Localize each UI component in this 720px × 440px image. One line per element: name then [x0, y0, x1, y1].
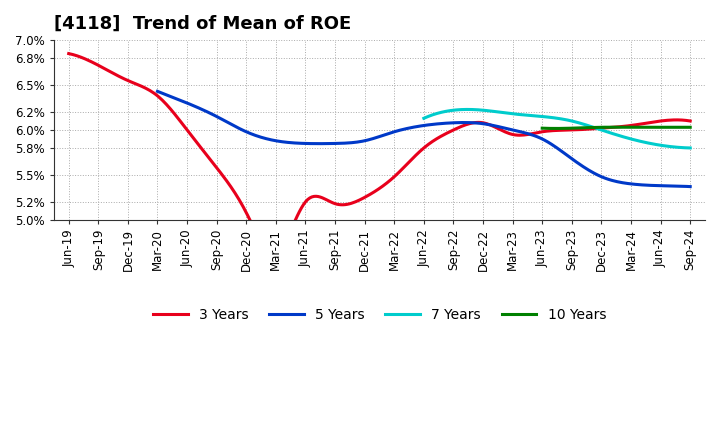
5 Years: [155, 89, 163, 95]
5 Years: [686, 184, 695, 189]
5 Years: [602, 176, 611, 181]
5 Years: [470, 120, 479, 125]
7 Years: [662, 143, 670, 149]
7 Years: [645, 141, 654, 146]
10 Years: [629, 125, 638, 130]
5 Years: [469, 120, 477, 125]
7 Years: [579, 121, 588, 127]
Line: 7 Years: 7 Years: [424, 110, 690, 148]
7 Years: [420, 116, 428, 121]
3 Years: [434, 135, 443, 140]
10 Years: [626, 125, 635, 130]
10 Years: [686, 125, 695, 130]
5 Years: [636, 182, 644, 187]
Line: 5 Years: 5 Years: [158, 92, 690, 187]
10 Years: [664, 125, 672, 130]
10 Years: [539, 125, 547, 131]
5 Years: [153, 89, 162, 94]
3 Years: [436, 134, 445, 139]
10 Years: [538, 125, 546, 131]
10 Years: [608, 125, 617, 130]
10 Years: [627, 125, 636, 130]
Line: 3 Years: 3 Years: [68, 54, 690, 253]
7 Years: [578, 121, 587, 126]
3 Years: [66, 51, 75, 57]
3 Years: [64, 51, 73, 56]
3 Years: [590, 126, 599, 131]
Legend: 3 Years, 5 Years, 7 Years, 10 Years: 3 Years, 5 Years, 7 Years, 10 Years: [148, 302, 611, 327]
7 Years: [583, 123, 592, 128]
3 Years: [686, 118, 695, 124]
7 Years: [463, 107, 472, 112]
Line: 10 Years: 10 Years: [542, 127, 690, 128]
10 Years: [552, 126, 560, 131]
10 Years: [673, 125, 682, 130]
Text: [4118]  Trend of Mean of ROE: [4118] Trend of Mean of ROE: [54, 15, 351, 33]
5 Years: [480, 121, 488, 126]
3 Years: [630, 122, 639, 128]
7 Years: [420, 115, 429, 121]
3 Years: [270, 251, 279, 256]
7 Years: [686, 145, 695, 150]
3 Years: [447, 128, 456, 134]
